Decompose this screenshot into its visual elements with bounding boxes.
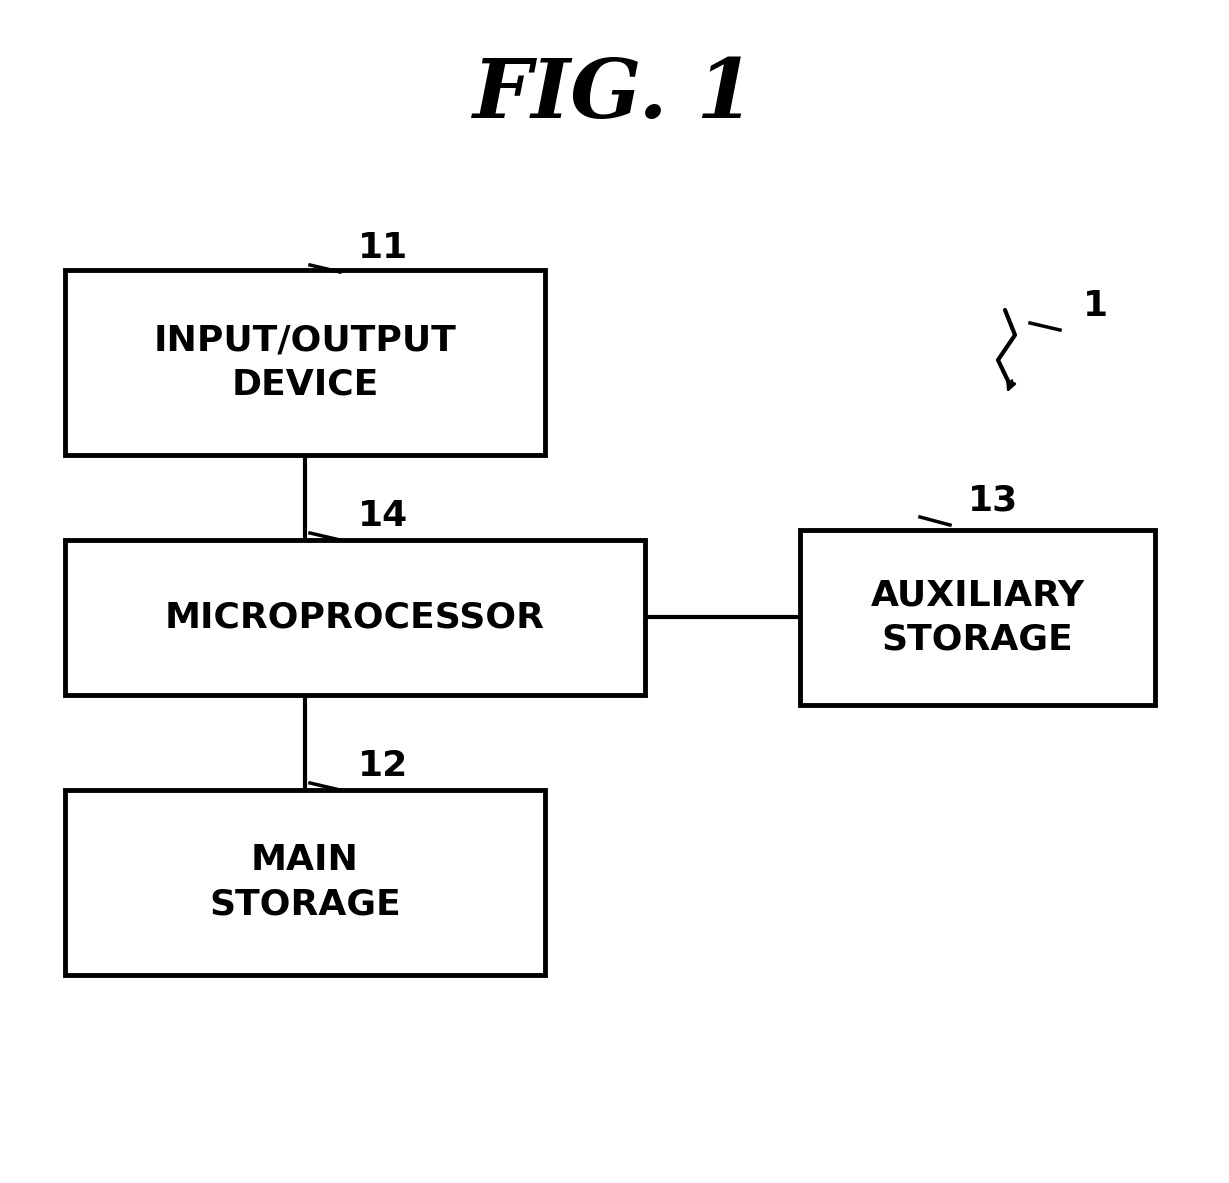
Text: 11: 11 xyxy=(358,231,408,265)
Text: 1: 1 xyxy=(1083,289,1109,323)
Text: 13: 13 xyxy=(968,483,1019,517)
Bar xyxy=(65,539,645,694)
Bar xyxy=(800,530,1155,705)
Text: MAIN
STORAGE: MAIN STORAGE xyxy=(209,843,401,922)
Text: 14: 14 xyxy=(358,499,408,534)
Text: MICROPROCESSOR: MICROPROCESSOR xyxy=(165,601,544,634)
Text: AUXILIARY
STORAGE: AUXILIARY STORAGE xyxy=(870,578,1084,657)
Text: 12: 12 xyxy=(358,749,408,783)
Text: INPUT/OUTPUT
DEVICE: INPUT/OUTPUT DEVICE xyxy=(154,323,456,402)
Bar xyxy=(65,790,544,975)
Bar xyxy=(65,270,544,455)
Text: FIG. 1: FIG. 1 xyxy=(473,54,756,135)
